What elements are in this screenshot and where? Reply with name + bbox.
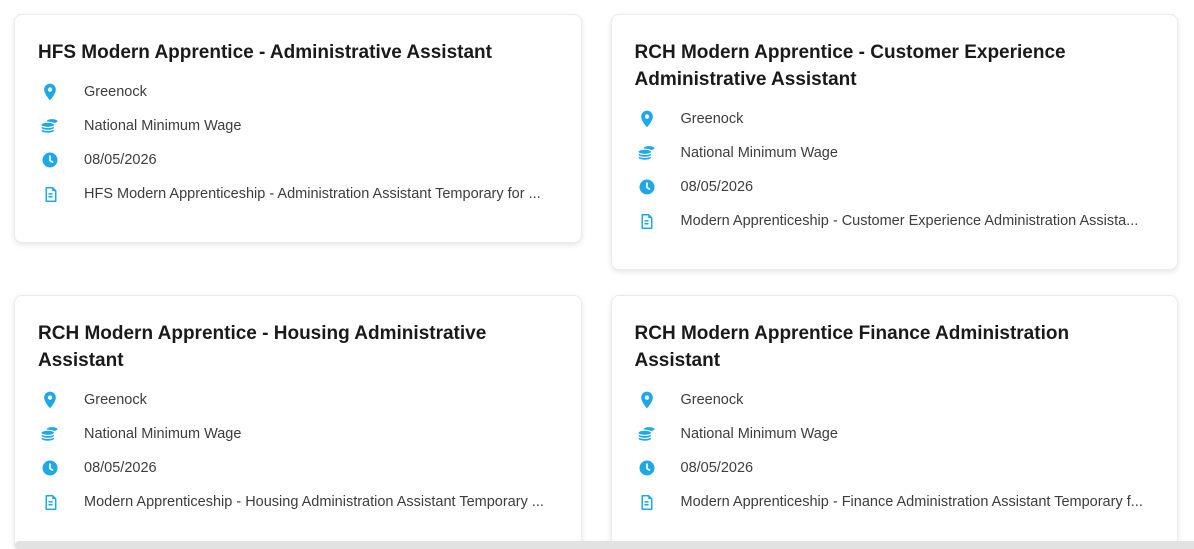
job-card[interactable]: HFS Modern Apprentice - Administrative A… bbox=[14, 14, 582, 243]
document-icon bbox=[637, 211, 657, 231]
description-row: Modern Apprenticeship - Housing Administ… bbox=[38, 492, 557, 512]
wage-value: National Minimum Wage bbox=[84, 426, 242, 442]
location-row: Greenock bbox=[38, 82, 557, 102]
horizontal-scrollbar[interactable] bbox=[15, 541, 1194, 549]
wage-value: National Minimum Wage bbox=[680, 426, 838, 442]
closing-date-value: 08/05/2026 bbox=[84, 152, 157, 168]
location-pin-icon bbox=[637, 109, 657, 129]
location-pin-icon bbox=[40, 390, 60, 410]
job-title: RCH Modern Apprentice - Housing Administ… bbox=[38, 323, 487, 371]
job-title: RCH Modern Apprentice - Customer Experie… bbox=[634, 42, 1066, 90]
coins-icon bbox=[636, 143, 657, 163]
closing-date-row: 08/05/2026 bbox=[635, 177, 1154, 197]
job-title: HFS Modern Apprentice - Administrative A… bbox=[38, 42, 492, 63]
job-title: RCH Modern Apprentice Finance Administra… bbox=[634, 323, 1070, 371]
wage-row: National Minimum Wage bbox=[635, 424, 1154, 444]
closing-date-row: 08/05/2026 bbox=[38, 458, 557, 478]
location-value: Greenock bbox=[84, 84, 147, 100]
description-row: Modern Apprenticeship - Customer Experie… bbox=[635, 211, 1154, 231]
description-value: Modern Apprenticeship - Customer Experie… bbox=[680, 213, 1139, 229]
coins-icon bbox=[636, 424, 657, 444]
description-row: Modern Apprenticeship - Finance Administ… bbox=[635, 492, 1154, 512]
location-value: Greenock bbox=[680, 392, 744, 408]
clock-icon bbox=[40, 150, 60, 170]
location-row: Greenock bbox=[635, 109, 1154, 129]
description-row: HFS Modern Apprenticeship - Administrati… bbox=[38, 184, 557, 204]
coins-icon bbox=[40, 116, 60, 136]
clock-icon bbox=[637, 177, 657, 197]
job-details: Greenock National Minimum Wage 08/05/202… bbox=[635, 390, 1154, 512]
location-row: Greenock bbox=[38, 390, 557, 410]
closing-date-value: 08/05/2026 bbox=[680, 460, 754, 476]
coins-icon bbox=[40, 424, 60, 444]
wage-value: National Minimum Wage bbox=[680, 145, 838, 161]
location-value: Greenock bbox=[680, 111, 744, 127]
closing-date-value: 08/05/2026 bbox=[680, 179, 754, 195]
location-pin-icon bbox=[637, 390, 657, 410]
document-icon bbox=[40, 184, 60, 204]
job-card[interactable]: RCH Modern Apprentice Finance Administra… bbox=[610, 295, 1178, 549]
description-value: HFS Modern Apprenticeship - Administrati… bbox=[84, 186, 541, 202]
job-details: Greenock National Minimum Wage 08/05/202… bbox=[38, 82, 557, 204]
location-pin-icon bbox=[40, 82, 60, 102]
description-value: Modern Apprenticeship - Housing Administ… bbox=[84, 494, 544, 510]
wage-row: National Minimum Wage bbox=[635, 143, 1154, 163]
location-row: Greenock bbox=[635, 390, 1154, 410]
description-value: Modern Apprenticeship - Finance Administ… bbox=[680, 494, 1143, 510]
wage-row: National Minimum Wage bbox=[38, 424, 557, 444]
document-icon bbox=[40, 492, 60, 512]
clock-icon bbox=[40, 458, 60, 478]
location-value: Greenock bbox=[84, 392, 147, 408]
closing-date-value: 08/05/2026 bbox=[84, 460, 157, 476]
closing-date-row: 08/05/2026 bbox=[635, 458, 1154, 478]
wage-row: National Minimum Wage bbox=[38, 116, 557, 136]
job-details: Greenock National Minimum Wage 08/05/202… bbox=[38, 390, 557, 512]
job-details: Greenock National Minimum Wage 08/05/202… bbox=[635, 109, 1154, 231]
job-card[interactable]: RCH Modern Apprentice - Housing Administ… bbox=[14, 295, 582, 549]
document-icon bbox=[637, 492, 657, 512]
closing-date-row: 08/05/2026 bbox=[38, 150, 557, 170]
clock-icon bbox=[637, 458, 657, 478]
wage-value: National Minimum Wage bbox=[84, 118, 242, 134]
job-card[interactable]: RCH Modern Apprentice - Customer Experie… bbox=[610, 14, 1178, 270]
